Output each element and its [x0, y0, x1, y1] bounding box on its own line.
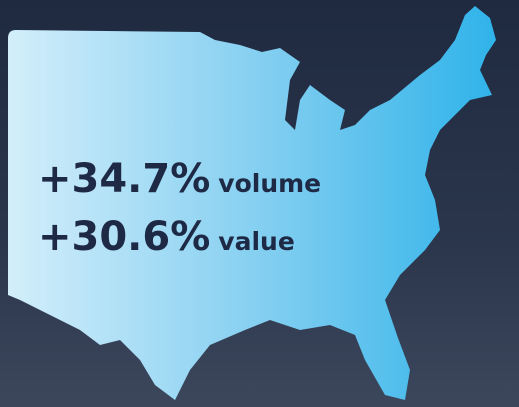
stat-figure: +30.6%: [38, 214, 210, 260]
us-map: [8, 6, 496, 400]
stat-figure: +34.7%: [38, 156, 210, 202]
stat-label: volume: [218, 169, 321, 198]
stat-label: value: [218, 227, 295, 256]
